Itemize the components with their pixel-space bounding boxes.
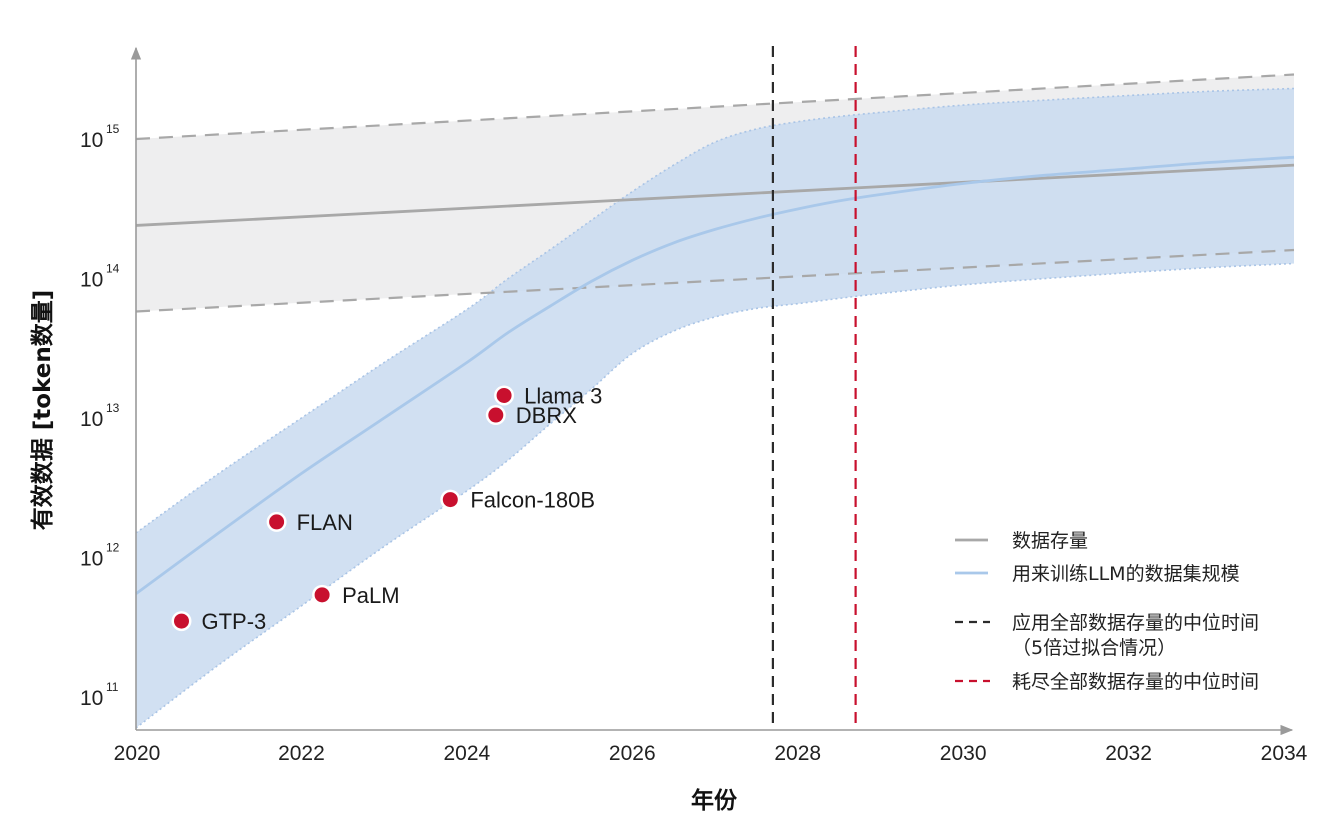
data-point: DBRX [485, 403, 577, 428]
y-tick-exponent: 12 [106, 541, 120, 555]
data-point-marker [173, 613, 189, 629]
data-point-marker [496, 387, 512, 403]
training-median-line [135, 155, 1295, 595]
y-tick-exponent: 13 [106, 401, 120, 415]
legend-label-exhaustion: 耗尽全部数据存量的中位时间 [1012, 671, 1259, 693]
data-point-label: GTP-3 [201, 609, 266, 634]
y-tick-base: 10 [80, 408, 103, 431]
legend-label-full-use-note: （5倍过拟合情况） [1012, 637, 1176, 659]
y-tick-base: 10 [80, 548, 103, 571]
legend-label-training: 用来训练LLM的数据集规模 [1012, 563, 1240, 585]
y-tick-base: 10 [80, 687, 103, 710]
data-point: FLAN [266, 510, 353, 535]
legend: 数据存量 用来训练LLM的数据集规模 应用全部数据存量的中位时间 （5倍过拟合情… [955, 530, 1259, 693]
data-point-marker [269, 514, 285, 530]
data-point: Falcon-180B [440, 488, 595, 513]
stock-upper-line [135, 73, 1295, 141]
data-point-label: PaLM [342, 583, 399, 608]
y-tick-base: 10 [80, 129, 103, 152]
y-axis-title: 有效数据 [token数量] [29, 290, 56, 530]
data-point-marker [314, 587, 330, 603]
y-tick-exponent: 15 [106, 122, 120, 136]
legend-label-stock: 数据存量 [1012, 530, 1088, 552]
x-axis-title: 年份 [691, 787, 738, 814]
data-point-marker [488, 407, 504, 423]
legend-label-full-use: 应用全部数据存量的中位时间 [1012, 612, 1259, 634]
x-tick-label: 2028 [774, 742, 821, 765]
training-band-upper [135, 87, 1295, 534]
data-point: Llama 3 [494, 383, 602, 408]
data-point-marker [442, 492, 458, 508]
x-tick-labels: 2020 2022 2024 2026 2028 2030 2032 2034 [114, 742, 1308, 765]
data-point-label: Falcon-180B [470, 488, 595, 513]
data-point-label: FLAN [297, 510, 353, 535]
training-band-lower [135, 262, 1295, 729]
x-tick-label: 2024 [443, 742, 490, 765]
data-point: PaLM [312, 583, 400, 608]
stock-median-line [135, 163, 1295, 227]
x-tick-label: 2032 [1105, 742, 1152, 765]
data-point: GTP-3 [171, 609, 266, 634]
y-tick-exponent: 14 [106, 262, 120, 276]
data-point-label: Llama 3 [524, 383, 602, 408]
data-point-label: DBRX [516, 403, 577, 428]
x-tick-label: 2020 [114, 742, 161, 765]
x-tick-label: 2030 [940, 742, 987, 765]
y-tick-exponent: 11 [106, 680, 119, 694]
x-tick-label: 2026 [609, 742, 656, 765]
x-tick-label: 2022 [278, 742, 325, 765]
x-tick-label: 2034 [1261, 742, 1308, 765]
training-band [136, 88, 1294, 728]
y-tick-base: 10 [80, 269, 103, 292]
stock-lower-line [135, 248, 1295, 313]
